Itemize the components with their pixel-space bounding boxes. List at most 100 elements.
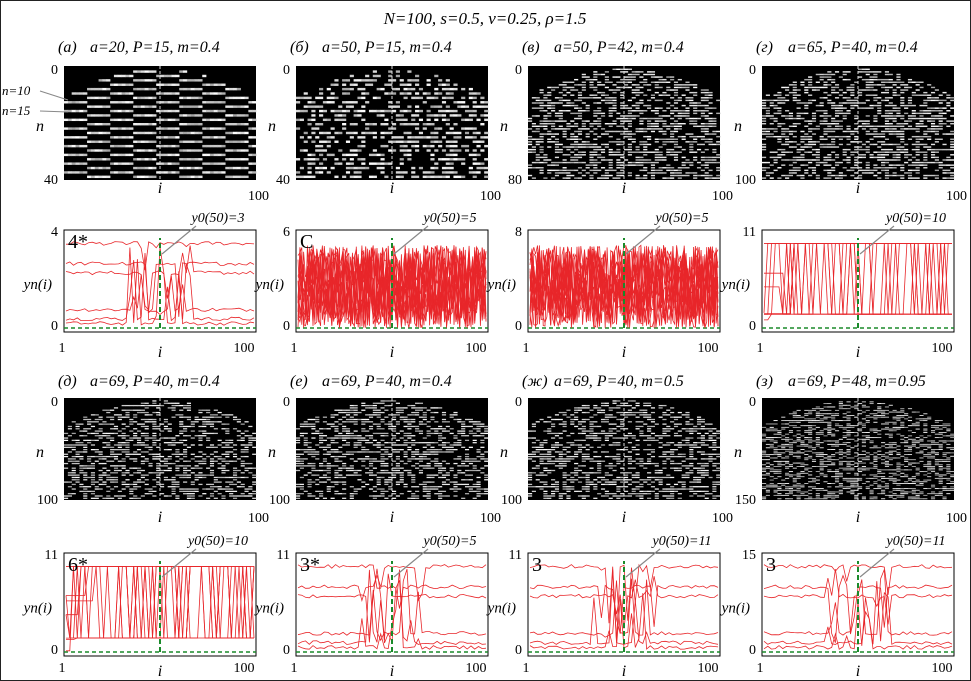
series-line — [529, 576, 719, 629]
series-line — [65, 261, 255, 317]
spacetime-map — [528, 66, 721, 180]
panel-title: a=69, P=40, m=0.4 — [90, 373, 220, 390]
plot-y-tick: 0 — [749, 319, 756, 334]
map-y-tick: 0 — [749, 63, 756, 78]
plot-x-tick: 1 — [523, 341, 530, 356]
series-line — [763, 564, 953, 595]
plot-x-label: i — [390, 344, 394, 361]
plot-y-tick: 0 — [515, 319, 522, 334]
map-x-tick: 100 — [248, 189, 269, 204]
plot-x-label: i — [390, 663, 394, 680]
panel-label: (д) — [58, 373, 77, 390]
plot-x-tick: 100 — [234, 661, 255, 676]
map-y-tick: 100 — [37, 493, 58, 508]
plot-y-label: yn(i) — [254, 277, 284, 293]
spacetime-map — [296, 398, 489, 500]
plot-y-tick: 0 — [283, 319, 290, 334]
plot-y-tick: 15 — [742, 548, 756, 563]
plot-y-label: yn(i) — [254, 601, 284, 617]
plot-y-tick: 8 — [515, 225, 522, 240]
state-plot — [761, 552, 955, 657]
plot-x-tick: 1 — [757, 661, 764, 676]
map-y-tick: 80 — [508, 173, 522, 188]
map-y-tick: 0 — [51, 395, 58, 410]
plot-y-tick: 11 — [277, 548, 290, 563]
map-x-tick: 100 — [946, 189, 967, 204]
plot-y-tick: 6 — [283, 225, 290, 240]
map-x-tick: 100 — [712, 511, 733, 526]
plot-y-label: yn(i) — [486, 277, 516, 293]
map-x-tick: 100 — [480, 189, 501, 204]
panel-5: (е) a=69, P=40, m=0.4 0 100 n 100 i y0(50)=5 3* 1… — [254, 373, 501, 680]
map-y-label: n — [734, 444, 742, 461]
map-y-tick: 0 — [515, 395, 522, 410]
map-y-label: n — [734, 118, 742, 135]
panel-title: a=69, P=48, m=0.95 — [788, 373, 926, 390]
plot-y-tick: 0 — [515, 643, 522, 658]
panel-label: (г) — [756, 39, 773, 56]
spacetime-map — [296, 66, 489, 180]
spacetime-map — [762, 66, 955, 180]
spacetime-map — [64, 398, 257, 500]
plot-x-tick: 100 — [698, 661, 719, 676]
plot-x-tick: 100 — [466, 341, 487, 356]
regime-label: 3 — [766, 554, 776, 576]
spacetime-map — [64, 66, 257, 180]
plot-x-tick: 1 — [291, 661, 298, 676]
plot-x-tick: 100 — [698, 341, 719, 356]
plot-y-tick: 0 — [749, 643, 756, 658]
regime-label: 3* — [300, 554, 320, 576]
marker-label: y0(50)=5 — [422, 534, 477, 549]
panel-title: a=20, P=15, m=0.4 — [90, 39, 220, 56]
panel-title: a=65, P=40, m=0.4 — [788, 39, 918, 56]
marker-label: y0(50)=5 — [422, 211, 477, 226]
state-plot — [295, 552, 489, 657]
panel-title: a=50, P=15, m=0.4 — [322, 39, 452, 56]
map-y-label: n — [500, 118, 508, 135]
map-x-label: i — [158, 180, 162, 197]
plot-x-tick: 100 — [932, 661, 953, 676]
series-line — [529, 563, 719, 642]
series-line — [764, 243, 952, 315]
panel-3: (г) a=65, P=40, m=0.40100n100iy0(50)=1011… — [720, 39, 967, 361]
plot-y-label: yn(i) — [486, 601, 516, 617]
plot-y-label: yn(i) — [720, 277, 750, 293]
plot-y-tick: 4 — [51, 225, 58, 240]
series-line — [65, 274, 255, 316]
state-plot — [63, 229, 257, 333]
map-x-tick: 100 — [480, 511, 501, 526]
regime-label: 6* — [68, 554, 88, 576]
panel-0: (а) a=20, P=15, m=0.4040n100in=10n=15y0(5… — [2, 39, 269, 361]
plot-x-tick: 1 — [291, 341, 298, 356]
map-y-tick: 0 — [749, 395, 756, 410]
map-y-label: n — [500, 444, 508, 461]
panel-6: (ж) a=69, P=40, m=0.50100n100iy0(50)=1131… — [486, 373, 733, 680]
marker-label: y0(50)=10 — [884, 211, 946, 226]
map-x-label: i — [158, 509, 162, 526]
figure-title: N=100, s=0.5, v=0.25, ρ=1.5 — [383, 9, 587, 28]
plot-y-label: yn(i) — [720, 601, 750, 617]
panel-title: a=69, P=40, m=0.5 — [554, 373, 684, 390]
map-y-label: n — [36, 444, 44, 461]
regime-label: 3 — [532, 554, 542, 576]
plot-x-tick: 1 — [59, 341, 66, 356]
map-x-label: i — [856, 180, 860, 197]
map-y-tick: 40 — [276, 173, 290, 188]
regime-label: 4* — [68, 231, 88, 253]
series-line — [297, 245, 487, 328]
plot-x-label: i — [856, 663, 860, 680]
plot-y-tick: 11 — [509, 548, 522, 563]
plot-x-tick: 100 — [234, 341, 255, 356]
panel-4: (д) a=69, P=40, m=0.4 0 100 n 100 i y0(50)=10 6*… — [22, 373, 269, 680]
panel-grid: (а) a=20, P=15, m=0.4040n100in=10n=15y0(5… — [2, 39, 967, 680]
marker-label: y0(50)=11 — [885, 534, 946, 549]
state-plot — [295, 229, 489, 333]
map-y-tick: 0 — [283, 395, 290, 410]
map-x-label: i — [856, 509, 860, 526]
panel-label: (б) — [290, 39, 309, 56]
map-y-tick: 100 — [269, 493, 290, 508]
state-plot — [761, 229, 955, 333]
plot-y-tick: 0 — [283, 643, 290, 658]
map-x-label: i — [622, 180, 626, 197]
